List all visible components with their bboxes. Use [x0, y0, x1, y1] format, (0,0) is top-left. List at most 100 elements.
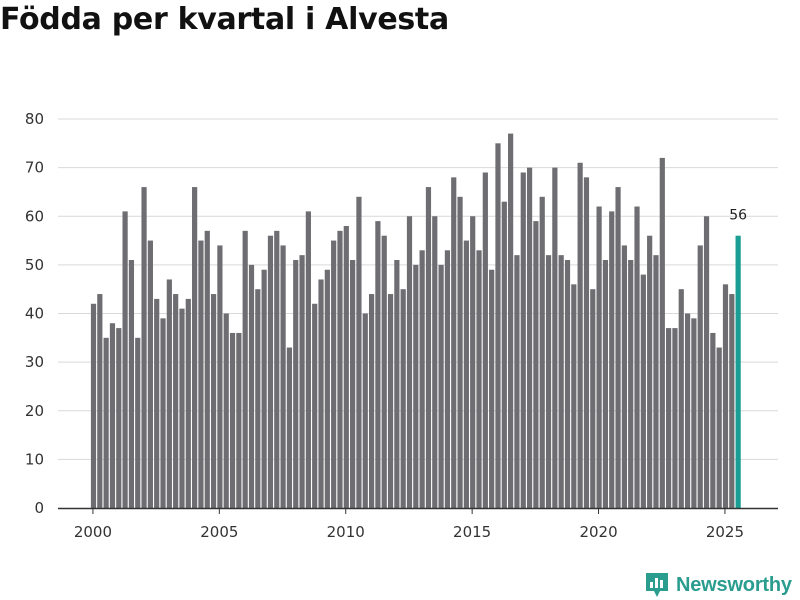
- y-tick-label-30: 30: [25, 353, 44, 371]
- bar: [229, 332, 236, 508]
- bar: [722, 284, 729, 508]
- bar: [299, 255, 305, 508]
- newsworthy-logo[interactable]: Newsworthy: [644, 570, 792, 600]
- bar: [419, 250, 425, 508]
- bar: [267, 235, 274, 508]
- bar: [337, 230, 343, 508]
- bar: [154, 298, 160, 508]
- bar: [413, 264, 419, 508]
- bar-latest-value-label: 56: [729, 208, 747, 224]
- bar: [147, 240, 153, 508]
- bar: [508, 133, 514, 508]
- bar: [185, 298, 191, 508]
- bar: [495, 143, 501, 508]
- bar: [653, 255, 659, 508]
- bar: [350, 260, 356, 508]
- bar: [223, 313, 229, 508]
- bar: [672, 328, 678, 508]
- bar: [381, 235, 387, 508]
- bar: [375, 221, 381, 509]
- bar: [640, 274, 646, 508]
- bar: [470, 216, 476, 508]
- bar: [659, 157, 665, 508]
- bar: [406, 216, 413, 508]
- bar: [173, 294, 179, 508]
- bar: [255, 289, 261, 508]
- bar: [533, 221, 539, 509]
- bar: [691, 318, 697, 508]
- bar: [539, 196, 545, 509]
- bar: [305, 211, 311, 508]
- bar: [318, 279, 324, 508]
- bar: [710, 332, 716, 508]
- bar: [242, 230, 248, 508]
- bar: [684, 313, 691, 508]
- bar: [514, 255, 520, 508]
- bar: [678, 289, 684, 508]
- bar: [122, 211, 128, 508]
- bar: [198, 240, 204, 508]
- bar: [280, 245, 286, 509]
- bar: [166, 279, 172, 508]
- y-tick-label-50: 50: [25, 256, 44, 274]
- bar: [621, 245, 627, 509]
- x-tick-label-2025: 2025: [706, 523, 744, 541]
- y-tick-label-10: 10: [25, 450, 44, 468]
- bar: [356, 196, 362, 509]
- bar: [463, 240, 469, 508]
- data-labels: 56: [729, 208, 747, 224]
- bar: [103, 337, 109, 508]
- bar: [368, 294, 375, 508]
- x-tick-label-2005: 2005: [200, 523, 238, 541]
- bar: [293, 260, 299, 508]
- y-tick-label-60: 60: [25, 207, 44, 225]
- bar: [583, 177, 590, 508]
- newsworthy-logo-icon: [646, 573, 668, 597]
- bar: [596, 206, 602, 508]
- bar: [274, 230, 280, 508]
- bar: [602, 260, 609, 508]
- bar: [444, 250, 451, 508]
- bar: [476, 250, 482, 508]
- bar: [343, 225, 349, 508]
- y-tick-label-70: 70: [25, 159, 44, 177]
- bar: [261, 269, 267, 508]
- bar: [331, 240, 337, 508]
- bar: [204, 230, 210, 508]
- bar: [425, 187, 432, 508]
- newsworthy-logo-text: Newsworthy: [676, 573, 792, 596]
- bar: [236, 332, 242, 508]
- bar: [179, 308, 185, 508]
- bars: [90, 133, 741, 509]
- bar: [590, 289, 596, 508]
- bar: [217, 245, 223, 509]
- bar: [489, 269, 495, 508]
- bar: [160, 318, 166, 508]
- bar: [457, 196, 463, 509]
- bar: [564, 260, 571, 508]
- bar: [647, 235, 653, 508]
- bar: [312, 303, 318, 508]
- bar: [545, 255, 552, 508]
- bar: [128, 260, 135, 508]
- bar: [362, 313, 368, 508]
- x-tick-label-2000: 2000: [74, 523, 112, 541]
- bar: [90, 303, 97, 508]
- bar-latest: [735, 235, 741, 508]
- y-tick-label-0: 0: [34, 499, 44, 517]
- bar: [552, 167, 558, 508]
- bar: [666, 328, 672, 508]
- chart-title: Födda per kvartal i Alvesta: [0, 2, 449, 37]
- bar: [192, 187, 198, 508]
- bar: [286, 347, 293, 508]
- bar: [703, 216, 710, 508]
- bar: [135, 337, 141, 508]
- bar: [526, 167, 533, 508]
- bar: [520, 172, 526, 509]
- bar: [97, 294, 103, 508]
- bar: [116, 328, 122, 508]
- bar: [577, 162, 583, 508]
- bar: [451, 177, 457, 508]
- y-tick-label-80: 80: [25, 110, 44, 128]
